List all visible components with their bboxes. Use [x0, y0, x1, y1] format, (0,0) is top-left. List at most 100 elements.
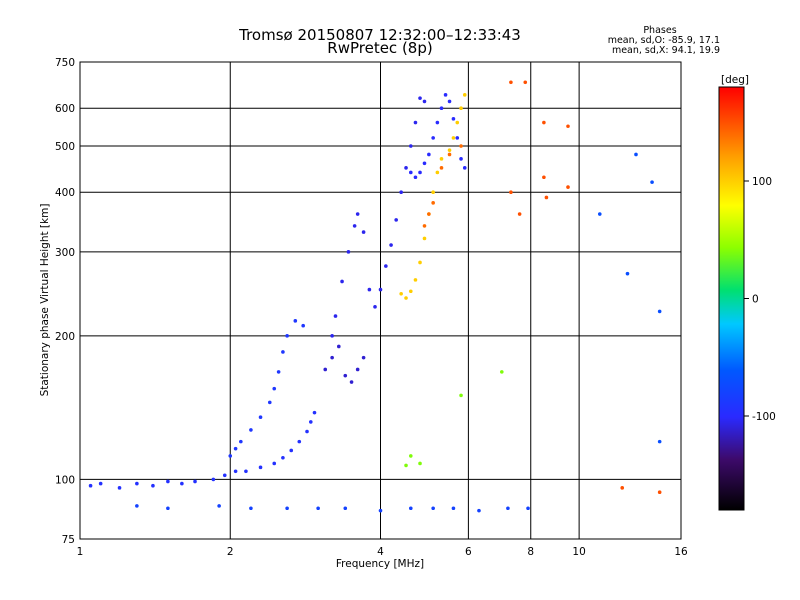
- data-point: [399, 291, 403, 296]
- data-point: [431, 190, 435, 195]
- data-point: [451, 136, 456, 140]
- data-point: [233, 469, 238, 474]
- data-point: [422, 161, 427, 166]
- data-point: [462, 93, 467, 97]
- x-axis-ticks: 1 2 4 6 8 10 16: [77, 546, 688, 558]
- data-point: [408, 144, 413, 148]
- data-point: [330, 355, 334, 360]
- data-point: [267, 400, 272, 405]
- data-point: [500, 370, 504, 374]
- y-tick-label: 600: [55, 103, 75, 115]
- data-point: [228, 454, 233, 458]
- x-tick-label: 4: [377, 546, 384, 558]
- data-point: [211, 477, 216, 482]
- data-point: [305, 429, 309, 434]
- data-point: [459, 106, 463, 111]
- data-point: [422, 236, 427, 241]
- colorbar: [718, 86, 745, 511]
- y-axis-ticks: 75 100 200 300 400 500 600 750: [55, 57, 75, 546]
- data-point: [566, 124, 570, 129]
- colorbar-tick-label: 100: [752, 176, 772, 188]
- data-point: [355, 367, 360, 372]
- x-tick-label: 10: [572, 546, 585, 558]
- y-tick-label: 300: [55, 247, 75, 259]
- y-tick-label: 750: [55, 57, 75, 69]
- data-point: [352, 224, 357, 228]
- data-point: [544, 195, 549, 200]
- data-point: [239, 439, 243, 444]
- data-point: [337, 344, 341, 349]
- data-point: [193, 479, 197, 484]
- data-point: [435, 120, 440, 125]
- x-tick-label: 16: [674, 546, 688, 558]
- data-point: [413, 278, 418, 282]
- data-point: [462, 166, 467, 170]
- data-point: [620, 486, 625, 490]
- data-point: [166, 506, 170, 511]
- grid-lines: [80, 62, 681, 539]
- data-point: [330, 334, 334, 338]
- data-point: [361, 230, 366, 234]
- data-point: [509, 80, 513, 85]
- x-tick-label: 6: [465, 546, 472, 558]
- y-axis-label: Stationary phase Virtual Height [km]: [39, 204, 51, 397]
- data-point: [542, 175, 546, 180]
- data-point: [258, 465, 263, 470]
- chart-subtitle: RwPretec (8p): [327, 39, 432, 57]
- data-point: [427, 212, 431, 216]
- data-point: [367, 287, 372, 292]
- data-point: [566, 185, 570, 189]
- data-point: [399, 190, 403, 195]
- data-point: [451, 506, 456, 511]
- data-point: [431, 136, 435, 140]
- data-point: [117, 486, 122, 490]
- x-tick-label: 2: [227, 546, 234, 558]
- data-point: [408, 506, 413, 511]
- data-point: [404, 166, 408, 170]
- phases-x-stats: mean, sd,X: 94.1, 19.9: [612, 45, 720, 56]
- y-tick-label: 400: [55, 187, 75, 199]
- data-point: [477, 508, 481, 513]
- data-point: [293, 319, 298, 323]
- data-point: [443, 93, 448, 97]
- data-point: [151, 483, 155, 488]
- data-point: [98, 481, 103, 486]
- data-point: [285, 506, 289, 511]
- data-point: [301, 323, 305, 328]
- data-point: [349, 380, 354, 384]
- colorbar-tick-label: 0: [752, 294, 759, 306]
- data-points: [88, 80, 662, 513]
- data-point: [258, 415, 263, 420]
- data-point: [135, 504, 139, 508]
- data-point: [418, 260, 422, 265]
- x-axis-label: Frequency [MHz]: [336, 558, 424, 570]
- data-point: [373, 305, 377, 309]
- data-point: [316, 506, 320, 511]
- data-point: [281, 455, 285, 460]
- colorbar-tick-label: -100: [752, 411, 776, 423]
- data-point: [378, 508, 383, 513]
- data-point: [542, 120, 546, 125]
- data-point: [180, 481, 184, 486]
- data-point: [346, 250, 351, 254]
- data-point: [439, 157, 444, 161]
- y-tick-label: 75: [62, 534, 75, 546]
- data-point: [343, 506, 348, 511]
- chart-title: Tromsø 20150807 12:32:00–12:33:43: [238, 26, 521, 44]
- colorbar-label: [deg]: [721, 74, 749, 86]
- phases-o-stats: mean, sd,O: -85.9, 17.1: [608, 35, 720, 46]
- data-point: [447, 99, 452, 104]
- data-point: [459, 393, 463, 398]
- data-point: [244, 469, 248, 474]
- data-point: [509, 190, 513, 195]
- data-point: [451, 117, 456, 121]
- data-point: [249, 428, 253, 432]
- data-point: [427, 152, 431, 157]
- data-point: [272, 461, 277, 466]
- data-point: [378, 287, 383, 292]
- data-point: [447, 148, 452, 152]
- data-point: [439, 166, 444, 170]
- y-tick-label: 500: [55, 141, 75, 153]
- data-point: [340, 279, 344, 284]
